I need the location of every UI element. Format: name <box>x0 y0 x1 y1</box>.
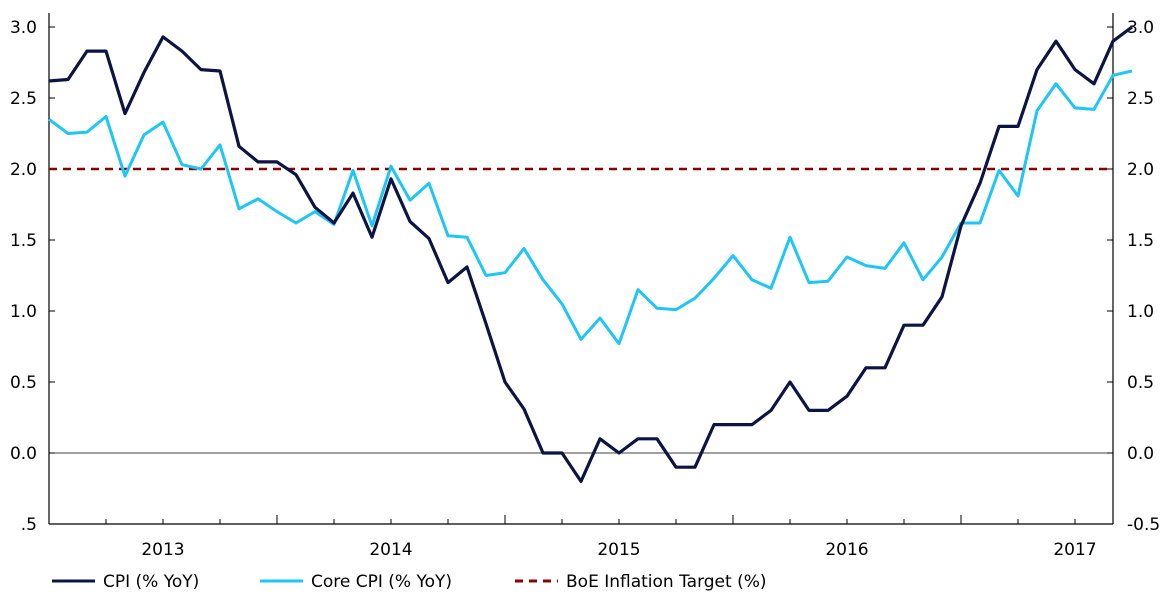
y-tick-label-right: 0.5 <box>1127 373 1154 393</box>
y-tick-label-right: 2.5 <box>1127 89 1154 109</box>
y-tick-label-right: 1.0 <box>1127 302 1154 322</box>
y-tick-label-right: 2.0 <box>1127 160 1154 180</box>
y-tick-label-left: 0.0 <box>10 444 37 464</box>
x-tick-label: 2017 <box>1053 540 1096 560</box>
x-tick-label: 2014 <box>369 540 412 560</box>
legend-item-core-cpi: Core CPI (% YoY) <box>260 572 452 592</box>
y-tick-label-left: 2.5 <box>10 89 37 109</box>
x-tick-label: 2016 <box>825 540 868 560</box>
y-tick-label-left: 2.0 <box>10 160 37 180</box>
legend-label: CPI (% YoY) <box>103 572 199 592</box>
core-cpi-series-line <box>48 69 1133 346</box>
ticks-layer: 3.0 3.0 2.5 2.5 2.0 2.0 1.5 1.5 1.0 1.0 0.5 0.5 0.0 0… <box>10 18 1160 560</box>
x-tick-label: 2013 <box>141 540 184 560</box>
y-tick-label-right: 1.5 <box>1127 231 1154 251</box>
x-tick-label: 2015 <box>597 540 640 560</box>
legend-item-cpi: CPI (% YoY) <box>52 572 199 592</box>
y-tick-label-right: 3.0 <box>1127 18 1154 38</box>
y-tick-label-left: 1.0 <box>10 302 37 322</box>
legend: CPI (% YoY) Core CPI (% YoY) BoE Inflation… <box>52 572 767 592</box>
series-layer <box>48 25 1133 483</box>
y-tick-label-left: 3.0 <box>10 18 37 38</box>
y-tick-label-left: 0.5 <box>10 373 37 393</box>
y-tick-label-left: 1.5 <box>10 231 37 251</box>
y-tick-label-right: -0.5 <box>1127 515 1160 535</box>
legend-item-boe-target: BoE Inflation Target (%) <box>515 572 767 592</box>
y-tick-label-right: 0.0 <box>1127 444 1154 464</box>
legend-label: BoE Inflation Target (%) <box>566 572 767 592</box>
cpi-series-line <box>48 25 1133 483</box>
y-tick-label-left: .5 <box>21 515 37 535</box>
legend-label: Core CPI (% YoY) <box>311 572 452 592</box>
